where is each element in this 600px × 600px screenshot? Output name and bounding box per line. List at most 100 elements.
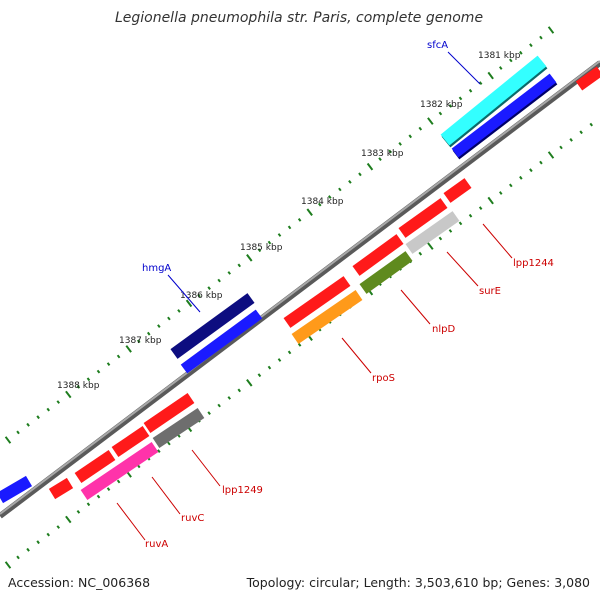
gene-label-lpp1249: lpp1249 <box>222 485 263 496</box>
tick-mark <box>86 502 91 507</box>
tick-mark <box>366 162 374 171</box>
tick-mark <box>509 183 513 188</box>
gene-red-1[interactable] <box>443 178 472 203</box>
gene-rpoS[interactable] <box>291 290 363 344</box>
tick-mark <box>277 358 282 362</box>
tick-mark <box>438 111 443 116</box>
tick-mark <box>297 342 302 347</box>
tick-mark <box>136 339 141 344</box>
genes-minus-strand <box>48 178 472 500</box>
tick-mark <box>529 43 533 48</box>
tick-mark <box>237 263 242 268</box>
tick-mark <box>197 293 201 298</box>
gene-red-2[interactable] <box>398 198 448 238</box>
tick-mark <box>76 384 81 389</box>
gene-hmgA[interactable] <box>170 293 255 359</box>
tick-mark <box>16 555 20 560</box>
gene-blue-plus-2[interactable] <box>180 309 263 374</box>
tick-mark <box>498 191 503 195</box>
tick-mark <box>519 50 523 55</box>
tick-label-1383: 1383 kbp <box>361 149 404 159</box>
gene-red-5[interactable] <box>143 393 195 433</box>
gene-ruvC-ruvA[interactable] <box>80 442 159 500</box>
gene-blue-plus-3[interactable] <box>0 475 33 504</box>
tick-mark <box>277 233 282 237</box>
inner-tick-track <box>4 122 593 569</box>
gene-sfcA[interactable] <box>440 55 548 148</box>
tick-mark <box>237 388 242 393</box>
gene-surE[interactable] <box>359 251 413 294</box>
tick-mark <box>116 354 121 359</box>
tick-mark <box>487 71 494 80</box>
tick-mark <box>4 436 12 444</box>
gene-red-6[interactable] <box>111 426 150 457</box>
tick-mark <box>297 217 302 222</box>
tick-mark <box>267 365 272 370</box>
tick-mark <box>146 331 151 336</box>
tick-mark <box>217 403 221 408</box>
tick-mark <box>246 254 253 262</box>
tick-mark <box>65 390 72 399</box>
tick-mark <box>257 373 262 378</box>
tick-mark <box>458 221 463 226</box>
tick-mark <box>76 509 81 514</box>
gene-label-lpp1244: lpp1244 <box>513 258 554 269</box>
gene-lpp1244[interactable] <box>405 211 460 254</box>
gene-lpp1249[interactable] <box>152 408 205 448</box>
gene-red-4[interactable] <box>283 276 351 328</box>
tick-mark <box>458 96 463 101</box>
gene-label-rpoS: rpoS <box>372 373 395 384</box>
tick-mark <box>579 130 583 135</box>
tick-mark <box>487 196 494 205</box>
tick-mark <box>16 430 20 435</box>
tick-mark <box>559 145 563 150</box>
tick-mark <box>408 134 413 139</box>
tick-mark <box>36 540 40 545</box>
tick-label-1382: 1382 kbp <box>420 100 463 110</box>
tick-mark <box>46 407 50 412</box>
gene-red-3[interactable] <box>352 234 404 276</box>
tick-mark <box>589 122 593 127</box>
tick-mark <box>177 309 181 313</box>
tick-mark <box>547 151 555 159</box>
gene-red-8[interactable] <box>48 477 74 500</box>
tick-mark <box>267 240 272 245</box>
tick-label-1384: 1384 kbp <box>301 197 344 207</box>
tick-mark <box>519 175 523 180</box>
tick-mark <box>157 449 161 453</box>
tick-mark <box>207 286 211 291</box>
tick-label-1381: 1381 kbp <box>478 51 521 61</box>
gene-red-far-right[interactable] <box>575 66 600 91</box>
tick-mark <box>438 236 443 241</box>
tick-mark <box>287 350 292 355</box>
tick-mark <box>157 324 161 328</box>
tick-mark <box>448 229 453 233</box>
tick-mark <box>56 400 60 404</box>
tick-mark <box>388 149 392 154</box>
outer-tick-track <box>4 26 555 444</box>
tick-mark <box>378 157 382 161</box>
tick-mark <box>26 422 30 427</box>
tick-mark <box>306 208 313 216</box>
tick-mark <box>539 160 543 165</box>
tick-mark <box>418 126 423 131</box>
tick-mark <box>468 88 473 93</box>
gene-red-7[interactable] <box>74 450 116 483</box>
genome-backbone <box>0 60 600 519</box>
tick-mark <box>569 137 573 142</box>
tick-mark <box>36 415 40 420</box>
genes-plus-strand <box>0 55 600 504</box>
tick-mark <box>65 515 72 524</box>
tick-mark <box>167 441 171 446</box>
gene-label-nlpD: nlpD <box>432 324 455 335</box>
accession-text: Accession: NC_006368 <box>8 575 151 590</box>
tick-mark <box>427 117 434 125</box>
tick-mark <box>96 494 101 499</box>
genome-stats-text: Topology: circular; Length: 3,503,610 bp… <box>246 575 590 590</box>
tick-mark <box>287 225 292 230</box>
tick-mark <box>116 479 121 484</box>
tick-label-1388: 1388 kbp <box>57 381 100 391</box>
gene-blue-plus-1[interactable] <box>451 73 558 160</box>
tick-mark <box>338 187 342 192</box>
tick-mark <box>227 271 231 275</box>
